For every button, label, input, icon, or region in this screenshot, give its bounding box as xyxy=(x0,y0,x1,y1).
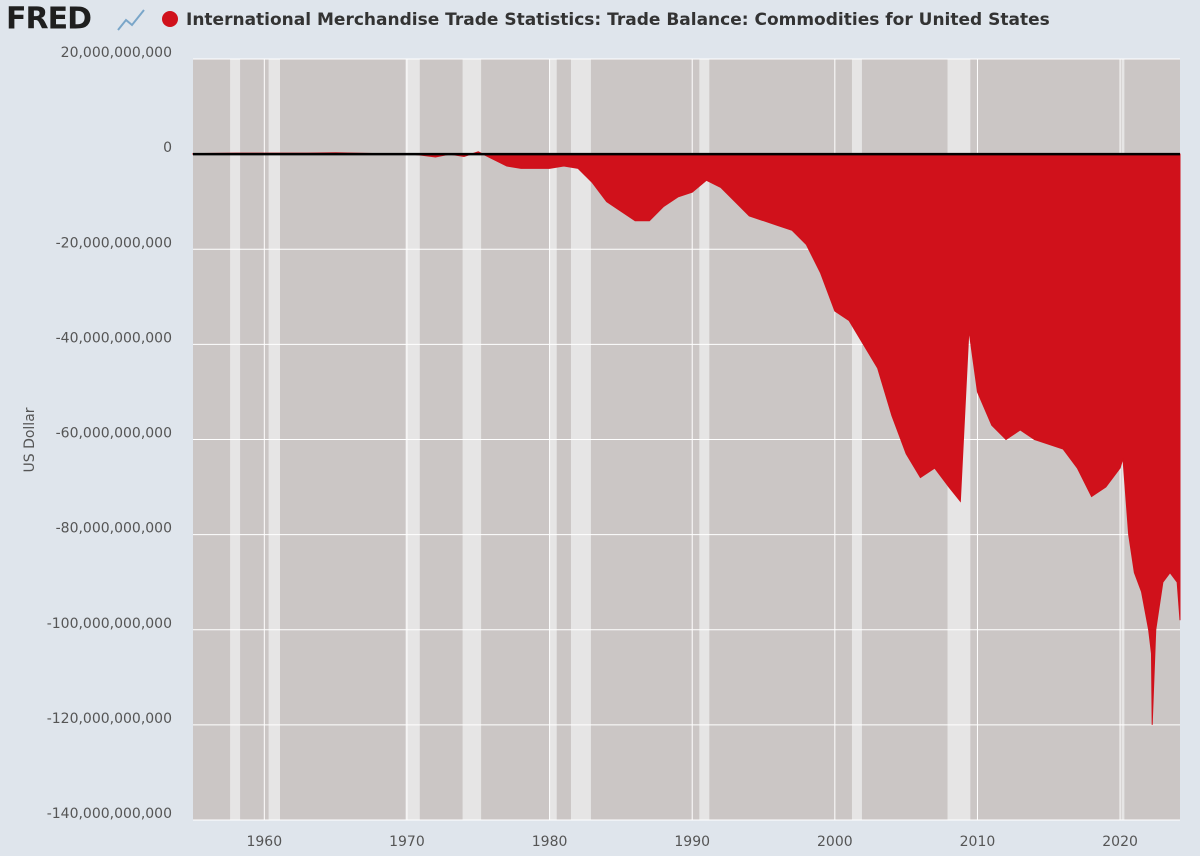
x-tick-label: 1970 xyxy=(389,834,425,850)
y-tick-label: -120,000,000,000 xyxy=(47,711,172,727)
x-tick-label: 1990 xyxy=(674,834,710,850)
x-tick-label: 2010 xyxy=(960,834,996,850)
y-tick-label: -20,000,000,000 xyxy=(56,235,172,251)
y-tick-label: -80,000,000,000 xyxy=(56,521,172,537)
x-tick-label: 2000 xyxy=(817,834,853,850)
y-axis-label: US Dollar xyxy=(22,407,38,472)
x-tick-label: 2020 xyxy=(1102,834,1138,850)
x-tick-label: 1960 xyxy=(246,834,282,850)
y-tick-label: -140,000,000,000 xyxy=(47,806,172,822)
series-title: International Merchandise Trade Statisti… xyxy=(186,10,1050,30)
y-tick-label: 0 xyxy=(163,140,172,156)
y-tick-label: 20,000,000,000 xyxy=(61,45,172,61)
logo-icon xyxy=(117,9,145,31)
x-tick-label: 1980 xyxy=(532,834,568,850)
fred-logo[interactable]: FRED xyxy=(6,2,92,37)
area xyxy=(192,151,1181,725)
y-tick-label: -100,000,000,000 xyxy=(47,616,172,632)
legend-dot xyxy=(162,11,178,27)
y-tick-label: -60,000,000,000 xyxy=(56,426,172,442)
y-tick-label: -40,000,000,000 xyxy=(56,330,172,346)
